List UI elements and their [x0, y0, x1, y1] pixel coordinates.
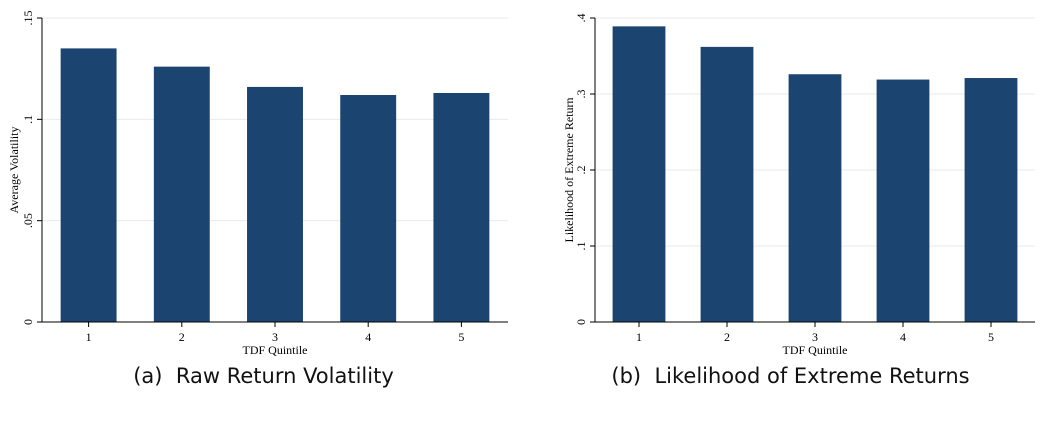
- chart-1-x-tick-label: 1: [636, 330, 642, 344]
- caption-a-text: Raw Return Volatility: [175, 364, 394, 388]
- chart-1-y-tick-label: .4: [574, 14, 588, 23]
- chart-0-x-tick-label: 5: [458, 330, 464, 344]
- caption-b-tag: (b): [611, 364, 642, 388]
- caption-b: (b) Likelihood of Extreme Returns: [527, 364, 1054, 388]
- caption-a: (a) Raw Return Volatility: [0, 364, 527, 388]
- chart-panel-a: 1 2 3 4 5 0 .05 .1 .15 TDF Quintile Average Volati…: [0, 11, 527, 388]
- bar-chart-a: 1 2 3 4 5 0 .05 .1 .15 TDF Quintile Average Volati…: [7, 11, 508, 357]
- bar-chart-b: 1 2 3 4 5 0 .1 .2 .3 .4 TDF Quintile Likelihood of …: [562, 14, 1035, 357]
- chart-1-y-tick-label: .2: [574, 166, 588, 175]
- chart-0-bar-5: [433, 92, 490, 322]
- chart-0-x-tick-label: 4: [365, 330, 371, 344]
- chart-1-y-tick-label: .1: [574, 242, 588, 251]
- chart-0-x-tick-label: 3: [272, 330, 278, 344]
- chart-1-x-tick-label: 3: [812, 330, 818, 344]
- chart-1-y-tick-label: 0: [574, 319, 588, 325]
- chart-1-bar-5: [964, 78, 1018, 322]
- chart-0-x-tick-label: 2: [179, 330, 185, 344]
- chart-0-bar-3: [247, 86, 303, 322]
- chart-0-y-tick-label: .15: [21, 11, 35, 26]
- caption-b-text: Likelihood of Extreme Returns: [654, 364, 970, 388]
- chart-1-y-tick-label: .3: [574, 90, 588, 99]
- chart-0-x-tick-label: 1: [86, 330, 92, 344]
- chart-1-bar-4: [876, 79, 930, 322]
- caption-a-tag: (a): [133, 364, 163, 388]
- chart-1-bar-2: [700, 46, 754, 322]
- chart-panel-b: 1 2 3 4 5 0 .1 .2 .3 .4 TDF Quintile Likelihood of …: [527, 0, 1054, 424]
- chart-0-y-tick-label: .1: [21, 115, 35, 124]
- chart-0-y-tick-label: .05: [21, 213, 35, 228]
- chart-1-x-tick-label: 5: [988, 330, 994, 344]
- chart-0-bar-1: [60, 48, 117, 323]
- chart-0-bar-4: [340, 95, 397, 322]
- chart-1-x-tick-label: 4: [900, 330, 906, 344]
- chart-0-y-axis-label: Average Volatility: [7, 127, 21, 214]
- chart-0-x-axis-label: TDF Quintile: [243, 343, 308, 357]
- chart-1-x-axis-label: TDF Quintile: [783, 343, 848, 357]
- chart-1-x-tick-label: 2: [724, 330, 730, 344]
- chart-1-y-axis-label: Likelihood of Extreme Return: [562, 98, 576, 243]
- chart-0-bar-2: [153, 66, 210, 322]
- chart-0-y-tick-label: 0: [21, 319, 35, 325]
- chart-1-bar-1: [612, 26, 666, 323]
- chart-1-bar-3: [788, 74, 842, 323]
